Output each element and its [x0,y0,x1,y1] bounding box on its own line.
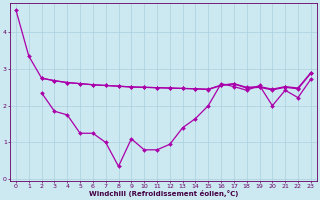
X-axis label: Windchill (Refroidissement éolien,°C): Windchill (Refroidissement éolien,°C) [89,190,238,197]
